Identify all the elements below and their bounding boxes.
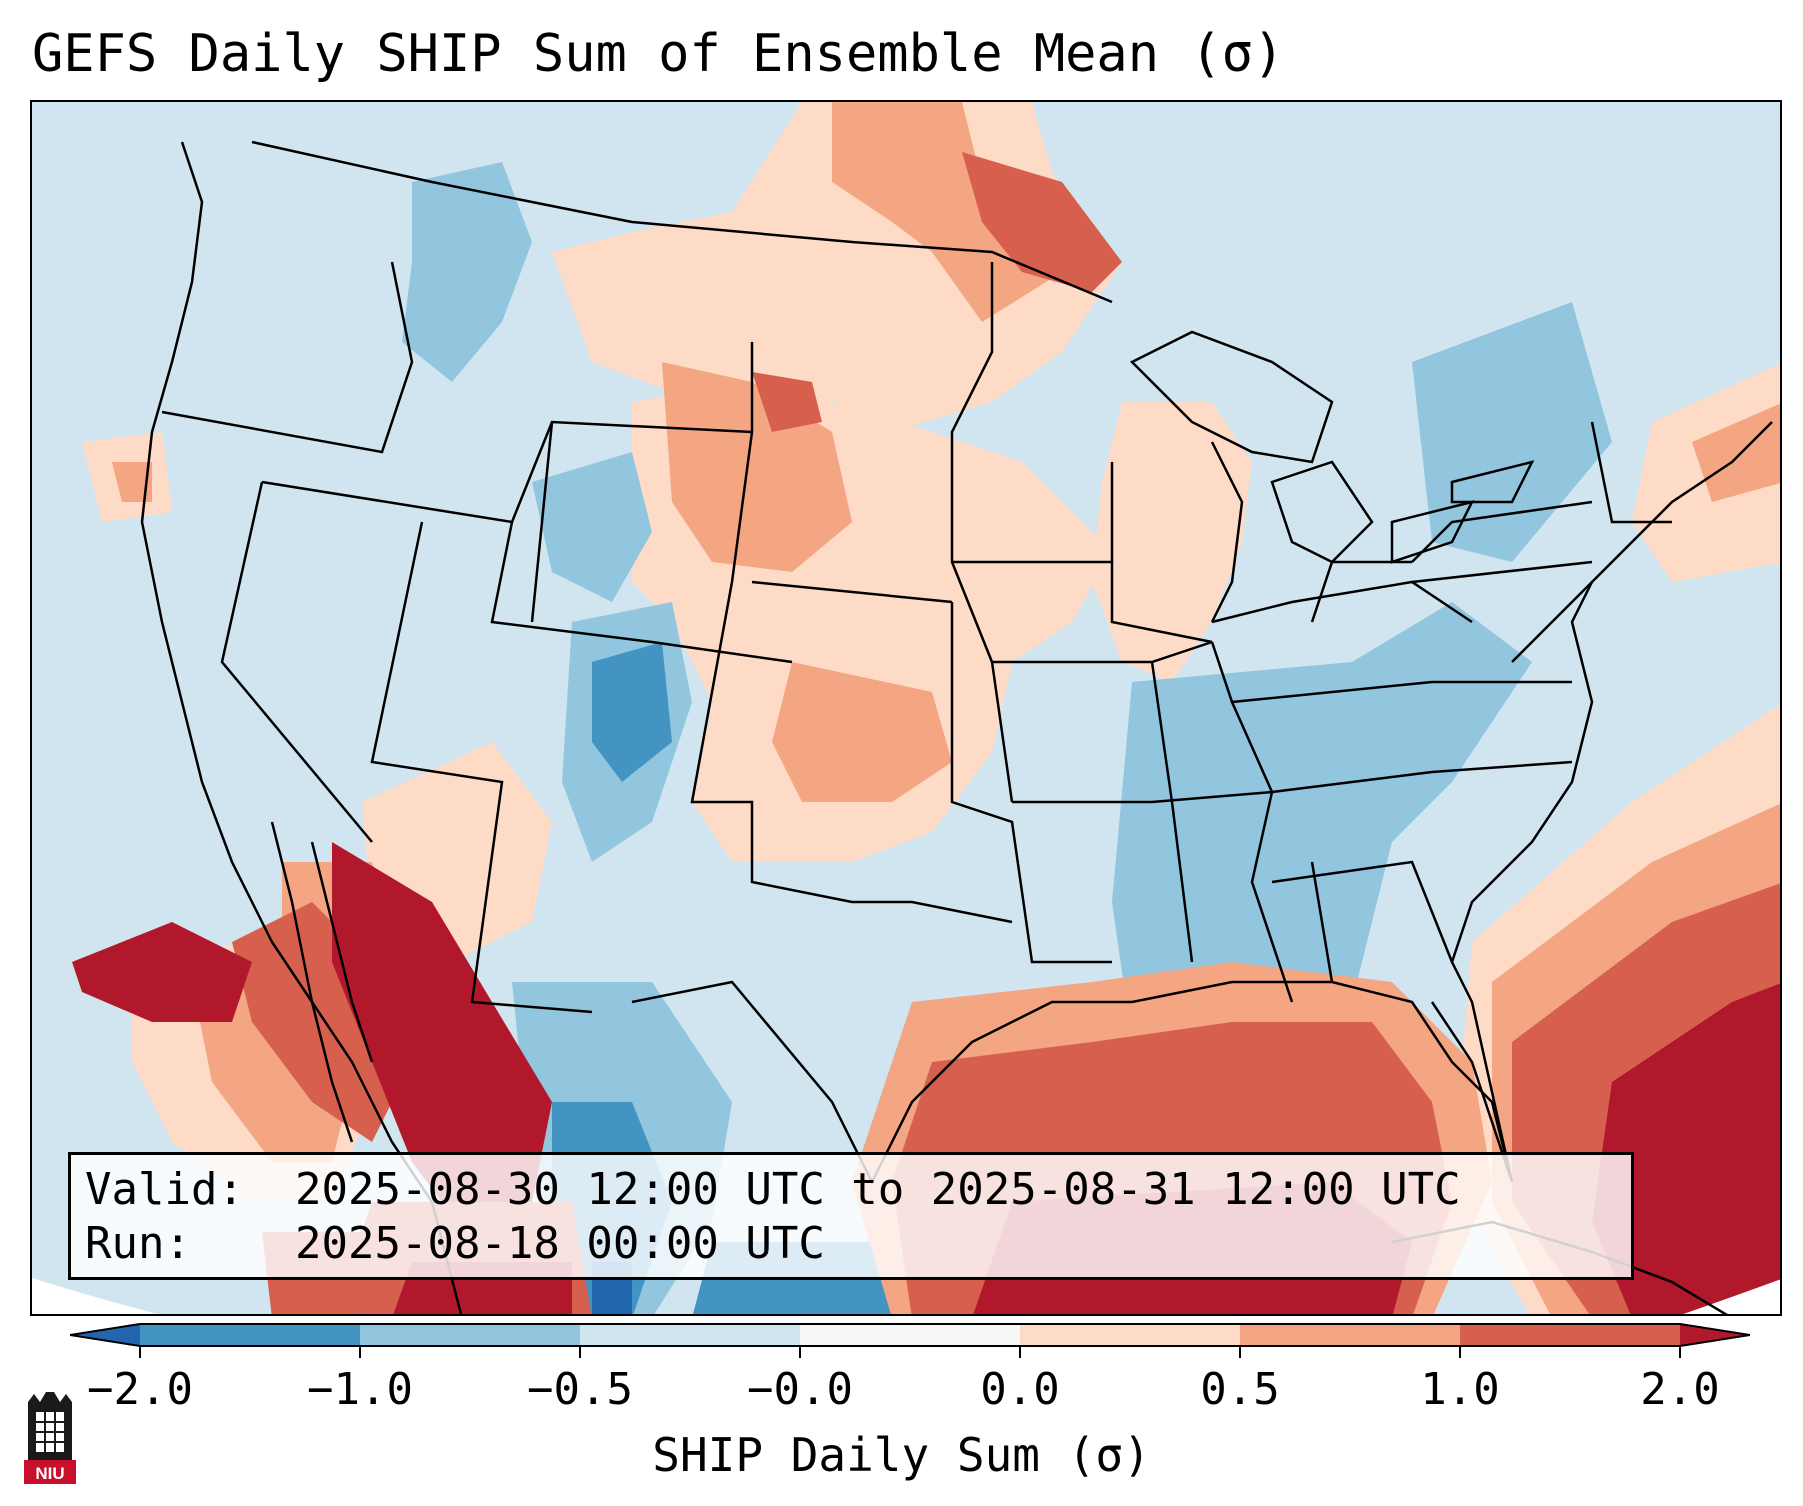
colorbar-tick-label: −1.0: [307, 1364, 413, 1415]
colorbar-tick-label: −0.0: [747, 1364, 853, 1415]
colorbar-tick-label: 0.0: [980, 1364, 1060, 1415]
map-title: GEFS Daily SHIP Sum of Ensemble Mean (σ): [32, 24, 1285, 84]
colorbar-tick-label: 1.0: [1420, 1364, 1500, 1415]
colorbar-segment: [140, 1324, 361, 1346]
run-time: 2025-08-18 00:00 UTC: [295, 1218, 825, 1269]
map-canvas: [32, 102, 1780, 1314]
colorbar-segment: [580, 1324, 801, 1346]
colorbar-extend-high: [1680, 1324, 1750, 1346]
university-tower-icon: NIU: [24, 1392, 76, 1484]
colorbar: [70, 1323, 1750, 1358]
colorbar-segment: [800, 1324, 1021, 1346]
colorbar-tick-label: −0.5: [527, 1364, 633, 1415]
anomaly-field: [32, 102, 1780, 1314]
colorbar-segment: [360, 1324, 581, 1346]
ship-anomaly-map[interactable]: [30, 100, 1782, 1316]
colorbar-segment: [1460, 1324, 1681, 1346]
colorbar-label: SHIP Daily Sum (σ): [652, 1428, 1151, 1482]
valid-time-range: 2025-08-30 12:00 UTC to 2025-08-31 12:00…: [295, 1164, 1461, 1215]
valid-label: Valid:: [85, 1164, 244, 1215]
colorbar-tick-label: 2.0: [1640, 1364, 1720, 1415]
logo-text: NIU: [35, 1464, 64, 1483]
colorbar-tick-label: −2.0: [87, 1364, 193, 1415]
colorbar-segment: [1240, 1324, 1461, 1346]
colorbar-extend-low: [70, 1324, 140, 1346]
colorbar-tick-label: 0.5: [1200, 1364, 1280, 1415]
colorbar-segment: [1020, 1324, 1241, 1346]
run-label: Run:: [85, 1218, 191, 1269]
valid-run-info-box: Valid: 2025-08-30 12:00 UTC to 2025-08-31…: [68, 1152, 1634, 1280]
